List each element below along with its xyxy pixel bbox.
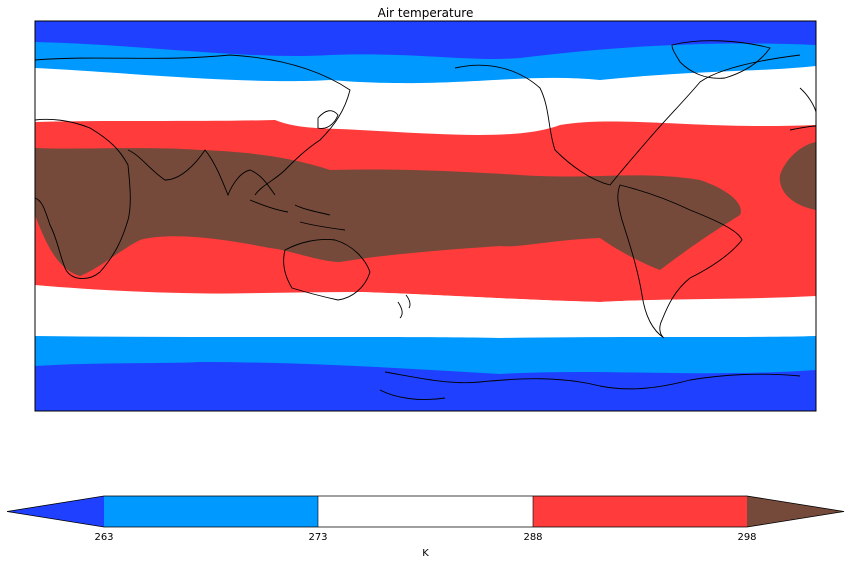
- colorbar-extend-low: [7, 496, 104, 527]
- colorbar-tick-label: 263: [94, 532, 113, 543]
- map-title: Air temperature: [378, 6, 474, 20]
- colorbar-segment-288-298: [533, 496, 747, 527]
- coastlines: [35, 40, 816, 400]
- coastline-japan: [317, 110, 339, 129]
- band-below-263-south: [35, 362, 816, 411]
- colorbar-extend-high: [747, 496, 844, 527]
- coastline-australia: [283, 239, 371, 301]
- colorbar-tick-label: 273: [308, 532, 327, 543]
- coastline-south-america: [617, 184, 743, 339]
- coastline-new-zealand: [397, 294, 411, 319]
- colorbar-units-label: K: [422, 548, 429, 559]
- map-frame: [34, 20, 817, 412]
- colorbar-tick-label: 298: [737, 532, 756, 543]
- band-273-288-north: [35, 66, 816, 133]
- coastline-east-asia: [35, 54, 351, 196]
- coastline-greenland: [671, 40, 771, 79]
- band-above-298-tropics: [35, 148, 741, 276]
- coastline-north-america: [454, 54, 801, 186]
- coastline-maritime-continent: [249, 199, 346, 231]
- colorbar-segment-273-288: [318, 496, 533, 527]
- band-273-288-south: [35, 285, 816, 340]
- colorbar-tick-label: 288: [523, 532, 542, 543]
- coastline-europe-west-edge: [789, 87, 816, 131]
- coastline-africa: [35, 118, 131, 279]
- band-263-273-south: [35, 336, 816, 378]
- band-above-298-east-edge: [779, 142, 816, 210]
- map-panel: [35, 21, 816, 411]
- colorbar-segment-263-273: [104, 496, 318, 527]
- coastline-antarctica: [379, 371, 801, 400]
- coastline-arabia-india: [127, 149, 276, 197]
- colorbar-outline: [6, 495, 845, 528]
- colorbar: 263 273 288 298 K: [6, 495, 845, 559]
